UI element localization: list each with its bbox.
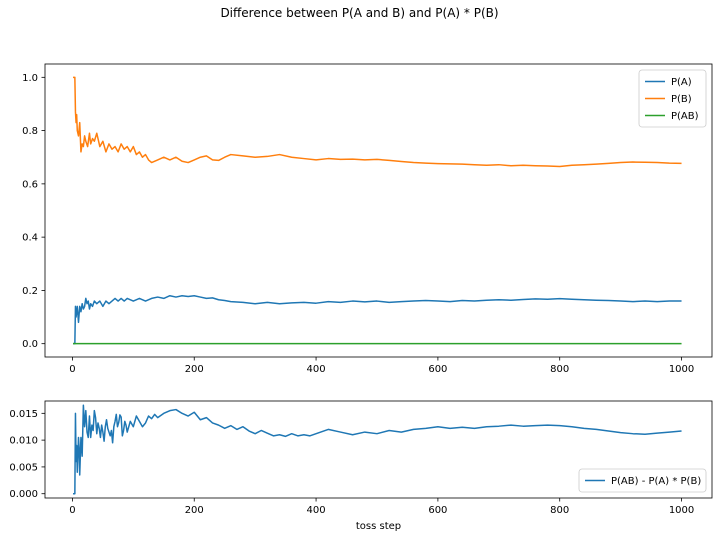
x-tick-label: 200 bbox=[185, 505, 204, 516]
y-tick-label: 0.000 bbox=[9, 489, 38, 500]
x-tick-label: 800 bbox=[550, 364, 569, 375]
x-tick-label: 0 bbox=[69, 505, 75, 516]
y-tick-label: 0.2 bbox=[22, 286, 38, 297]
legend-label: P(B) bbox=[671, 94, 692, 105]
legend-label: P(AB) bbox=[671, 111, 699, 122]
legend-label: P(A) bbox=[671, 77, 692, 88]
series-line-p-ab-p-a-p-b bbox=[73, 404, 682, 495]
axes-frame bbox=[44, 400, 713, 499]
x-tick-label: 400 bbox=[307, 364, 326, 375]
x-tick-label: 400 bbox=[307, 505, 326, 516]
legend: P(AB) - P(A) * P(B) bbox=[578, 468, 707, 493]
x-tick-label: 600 bbox=[428, 364, 447, 375]
x-tick-label: 1000 bbox=[669, 364, 694, 375]
x-tick-label: 0 bbox=[69, 364, 75, 375]
legend-label: P(AB) - P(A) * P(B) bbox=[611, 476, 701, 487]
legend: P(A) P(B) P(AB) bbox=[638, 69, 707, 128]
legend-frame bbox=[578, 468, 707, 493]
x-tick-label: 800 bbox=[550, 505, 569, 516]
y-tick-label: 0.4 bbox=[22, 233, 38, 244]
axes-frame bbox=[44, 63, 713, 358]
series-line-p-b bbox=[72, 76, 682, 168]
x-axis-label: toss step bbox=[356, 521, 401, 532]
y-tick-label: 0.005 bbox=[9, 462, 38, 473]
difference-plot: 0 200 400 600 800 1000 0.000 0.005 0.010 0.015 tos… bbox=[9, 400, 713, 532]
legend-frame bbox=[638, 69, 707, 128]
x-tick-label: 200 bbox=[185, 364, 204, 375]
y-tick-label: 0.010 bbox=[9, 436, 38, 447]
y-tick-label: 0.0 bbox=[22, 339, 38, 350]
x-tick-label: 600 bbox=[428, 505, 447, 516]
series-line-p-a bbox=[73, 294, 682, 345]
y-tick-label: 1.0 bbox=[22, 73, 38, 84]
y-tick-label: 0.6 bbox=[22, 179, 38, 190]
figure-suptitle: Difference between P(A and B) and P(A) *… bbox=[220, 6, 498, 20]
y-tick-label: 0.8 bbox=[22, 126, 38, 137]
x-tick-label: 1000 bbox=[669, 505, 694, 516]
y-tick-label: 0.015 bbox=[9, 409, 38, 420]
